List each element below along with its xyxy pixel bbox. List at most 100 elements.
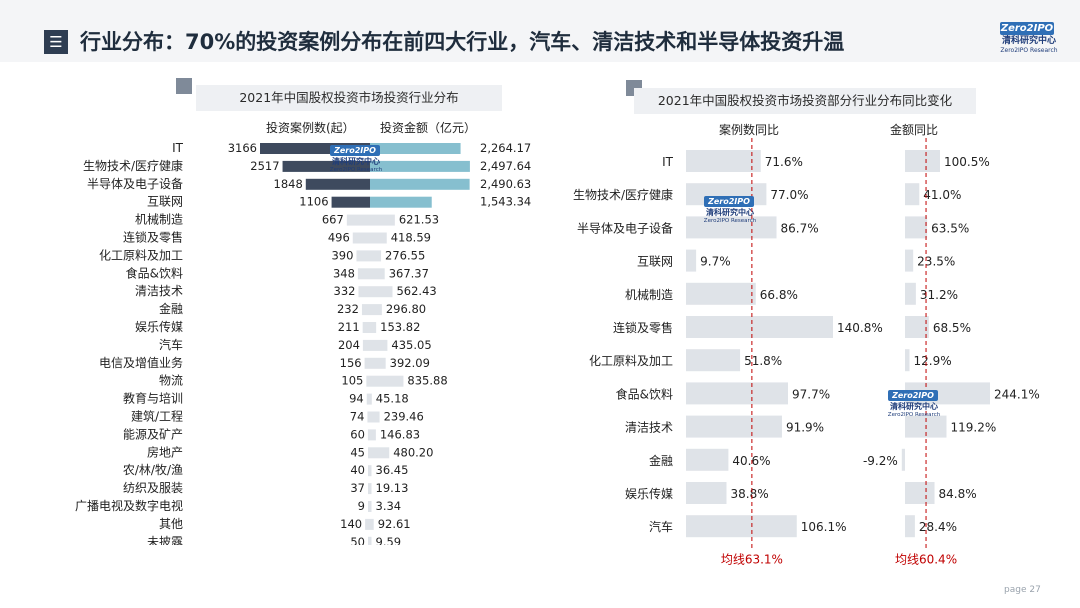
- case-yoy-label: 97.7%: [792, 387, 830, 401]
- amount-yoy-bar: [905, 183, 920, 206]
- amount-bar: [370, 178, 470, 190]
- amount-yoy-bar: [905, 482, 935, 504]
- case-yoy-label: 77.0%: [770, 188, 808, 202]
- case-yoy-bar: [686, 415, 782, 438]
- amount-value-label: 45.18: [376, 392, 409, 406]
- category-label: 化工原料及加工: [589, 354, 673, 368]
- amount-value-label: 480.20: [393, 445, 433, 459]
- case-yoy-label: 106.1%: [801, 520, 847, 534]
- category-label: 机械制造: [135, 212, 183, 227]
- amount-value-label: 621.53: [399, 213, 439, 227]
- menu-icon[interactable]: ☰: [44, 30, 68, 54]
- watermark-cn: 清科研究中心: [890, 402, 938, 411]
- case-yoy-label: 66.8%: [760, 288, 798, 302]
- amount-bar: [370, 143, 461, 154]
- amount-bar: [370, 411, 380, 423]
- amount-value-label: 146.83: [380, 427, 420, 441]
- count-bar: [366, 375, 370, 387]
- amount-value-label: 276.55: [385, 248, 425, 262]
- amount-bar: [370, 518, 374, 530]
- category-label: IT: [172, 141, 184, 155]
- count-value-label: 348: [333, 266, 355, 280]
- page-number: page 27: [1004, 585, 1041, 595]
- category-label: 互联网: [147, 195, 183, 209]
- count-bar: [367, 411, 370, 423]
- count-value-label: 204: [338, 338, 360, 352]
- count-bar: [357, 268, 370, 280]
- page-value: 27: [1029, 585, 1041, 595]
- category-label: 金融: [649, 453, 673, 468]
- case-yoy-label: 91.9%: [786, 421, 824, 435]
- amount-yoy-label: 28.4%: [919, 520, 957, 534]
- category-label: 金融: [159, 301, 183, 316]
- title-bar: [0, 0, 1080, 62]
- watermark-en: Zero2IPO Research: [887, 412, 941, 418]
- amount-bar: [370, 483, 372, 495]
- count-value-label: 211: [338, 320, 360, 334]
- watermark-cn: 清科研究中心: [706, 208, 754, 217]
- watermark-cn: 清科研究中心: [332, 157, 380, 166]
- mean-line-label: 均线60.4%: [895, 552, 957, 566]
- count-value-label: 332: [334, 284, 356, 298]
- watermark-logo: Zero2IPO 清科研究中心 Zero2IPO Research: [320, 145, 392, 181]
- amount-yoy-bar: [901, 448, 905, 471]
- amount-value-label: 36.45: [376, 463, 409, 477]
- left-panel-marker: [176, 78, 192, 94]
- count-bar: [331, 196, 370, 208]
- category-label: 食品&饮料: [616, 386, 673, 401]
- amount-bar: [370, 447, 390, 459]
- count-value-label: 1106: [299, 195, 328, 209]
- category-label: 房地产: [147, 444, 183, 459]
- yoy-change-chart: IT 71.6% 100.5% 生物技术/医疗健康 77.0% 41.0% 半导体及电子设备…: [573, 138, 1040, 566]
- count-bar: [368, 483, 370, 495]
- amount-yoy-label: 63.5%: [931, 221, 969, 235]
- category-label: 教育与培训: [123, 391, 183, 406]
- watermark-logo: Zero2IPO 清科研究中心 Zero2IPO Research: [694, 196, 766, 232]
- amount-yoy-label: 12.9%: [913, 354, 951, 368]
- amount-value-label: 153.82: [380, 320, 420, 334]
- category-label: 汽车: [159, 337, 183, 352]
- amount-yoy-label: 119.2%: [951, 421, 997, 435]
- count-bar: [364, 357, 370, 369]
- case-yoy-bar: [686, 515, 797, 538]
- category-label: 电信及增值业务: [99, 355, 183, 370]
- case-yoy-bar: [686, 150, 761, 172]
- case-yoy-label: 86.7%: [781, 221, 819, 235]
- mean-line-label: 均线63.1%: [721, 552, 783, 566]
- watermark-logo: Zero2IPO 清科研究中心 Zero2IPO Research: [878, 390, 950, 426]
- count-bar: [346, 214, 370, 226]
- category-label: 机械制造: [625, 287, 673, 302]
- count-bar: [362, 339, 370, 351]
- case-yoy-bar: [686, 316, 833, 338]
- case-yoy-bar: [686, 282, 756, 305]
- amount-bar: [370, 286, 393, 298]
- category-label: 娱乐传媒: [625, 486, 673, 501]
- amount-yoy-bar: [905, 349, 910, 372]
- amount-value-label: 239.46: [384, 410, 424, 424]
- category-label: 连锁及零售: [123, 230, 183, 245]
- case-yoy-bar: [686, 216, 777, 239]
- right-col-header-amount: 金额同比: [890, 123, 939, 137]
- count-bar: [352, 232, 370, 244]
- category-label: 汽车: [649, 519, 673, 534]
- right-col-header-count: 案例数同比: [719, 123, 780, 137]
- count-value-label: 156: [340, 356, 362, 370]
- page-label: page: [1004, 585, 1027, 595]
- count-bar: [368, 447, 370, 459]
- count-bar: [362, 322, 370, 333]
- count-value-label: 105: [341, 374, 363, 388]
- count-value-label: 60: [350, 427, 365, 441]
- count-bar: [365, 518, 370, 530]
- amount-value-label: 2,497.64: [480, 159, 531, 173]
- amount-bar: [370, 536, 372, 545]
- amount-bar: [370, 429, 376, 441]
- amount-value-label: 435.05: [391, 338, 431, 352]
- amount-value-label: 296.80: [386, 302, 426, 316]
- amount-yoy-bar: [905, 249, 914, 272]
- count-bar: [260, 143, 370, 154]
- amount-yoy-label: 23.5%: [917, 255, 955, 269]
- amount-bar: [370, 501, 372, 512]
- count-bar: [368, 536, 370, 545]
- count-bar: [361, 304, 370, 316]
- count-value-label: 232: [337, 302, 359, 316]
